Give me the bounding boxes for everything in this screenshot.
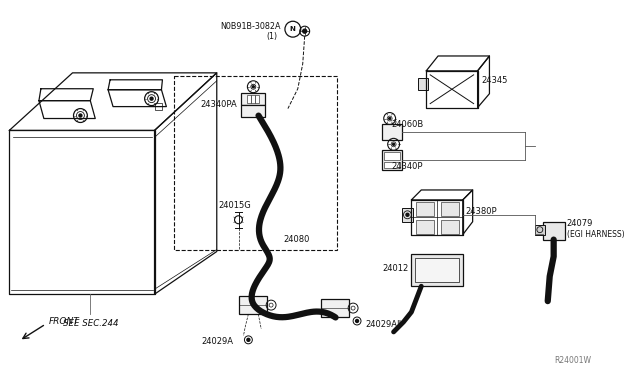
- Circle shape: [392, 143, 395, 145]
- Bar: [543, 222, 564, 240]
- Circle shape: [406, 213, 409, 216]
- Bar: [401, 208, 413, 222]
- Bar: [241, 93, 265, 105]
- Text: 24340P: 24340P: [392, 162, 423, 171]
- Bar: [417, 202, 434, 216]
- Text: (EGI HARNESS): (EGI HARNESS): [566, 230, 624, 239]
- Bar: [252, 95, 255, 103]
- Circle shape: [150, 97, 153, 100]
- Bar: [415, 259, 459, 282]
- Bar: [321, 299, 349, 317]
- Bar: [384, 152, 399, 160]
- Text: 24079: 24079: [566, 219, 593, 228]
- Text: FRONT: FRONT: [49, 317, 79, 327]
- Bar: [417, 220, 434, 234]
- Bar: [535, 225, 545, 235]
- Text: 24015G: 24015G: [218, 201, 251, 210]
- Text: 24080: 24080: [283, 235, 309, 244]
- Bar: [419, 78, 428, 90]
- Text: (1): (1): [266, 32, 277, 41]
- Circle shape: [252, 86, 254, 88]
- Circle shape: [79, 114, 82, 117]
- Bar: [441, 220, 459, 234]
- Bar: [241, 105, 265, 116]
- Bar: [381, 125, 401, 140]
- Text: R24001W: R24001W: [555, 356, 591, 365]
- Text: N: N: [289, 26, 295, 32]
- Bar: [412, 254, 463, 286]
- Text: 24029A: 24029A: [202, 337, 234, 346]
- Bar: [239, 296, 267, 314]
- Circle shape: [356, 320, 358, 323]
- Text: 24340PA: 24340PA: [201, 100, 237, 109]
- Text: N0B91B-3082A: N0B91B-3082A: [221, 22, 281, 31]
- Text: 24060B: 24060B: [392, 120, 424, 129]
- Circle shape: [303, 29, 307, 33]
- Text: 24012: 24012: [382, 264, 408, 273]
- Bar: [248, 95, 252, 103]
- Bar: [381, 150, 401, 170]
- Text: SEE SEC.244: SEE SEC.244: [63, 319, 118, 328]
- Bar: [441, 202, 459, 216]
- Circle shape: [247, 339, 250, 341]
- Text: 24380P: 24380P: [466, 207, 497, 216]
- Bar: [154, 103, 163, 110]
- Text: 24029AⅡ: 24029AⅡ: [365, 320, 401, 330]
- Bar: [384, 162, 399, 168]
- Bar: [255, 95, 259, 103]
- Circle shape: [388, 118, 390, 119]
- Bar: [174, 76, 337, 250]
- Text: 24345: 24345: [481, 76, 508, 85]
